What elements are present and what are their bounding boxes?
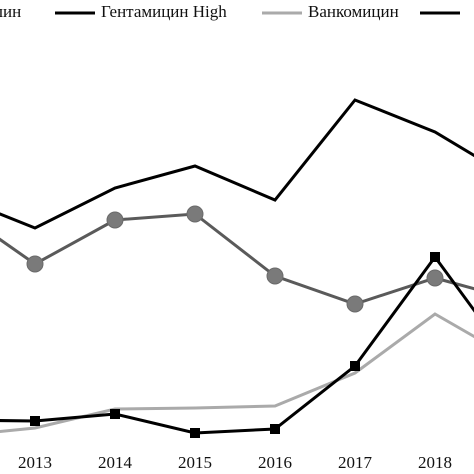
- marker: [30, 416, 40, 426]
- legend: ллин Гентамицин High Ванкомицин: [0, 2, 460, 21]
- x-tick-label: 2015: [178, 453, 212, 472]
- marker: [266, 267, 284, 285]
- legend-label: ллин: [0, 2, 21, 21]
- marker: [110, 409, 120, 419]
- x-tick-label: 2014: [98, 453, 133, 472]
- x-tick-label: 2017: [338, 453, 373, 472]
- marker: [426, 269, 444, 287]
- marker: [186, 205, 204, 223]
- plot-area: [0, 98, 474, 438]
- series-line: [0, 312, 474, 434]
- marker: [346, 295, 364, 313]
- marker: [26, 255, 44, 273]
- legend-label: Гентамицин High: [101, 2, 227, 21]
- marker: [270, 424, 280, 434]
- x-tick-label: 2013: [18, 453, 52, 472]
- series-line: [0, 254, 474, 435]
- marker: [190, 428, 200, 438]
- x-tick-label: 2018: [418, 453, 452, 472]
- marker: [350, 361, 360, 371]
- series-line: [0, 212, 474, 306]
- series-line: [0, 98, 474, 230]
- x-tick-label: 2016: [258, 453, 292, 472]
- marker: [430, 252, 440, 262]
- legend-label: Ванкомицин: [308, 2, 399, 21]
- marker: [106, 211, 124, 229]
